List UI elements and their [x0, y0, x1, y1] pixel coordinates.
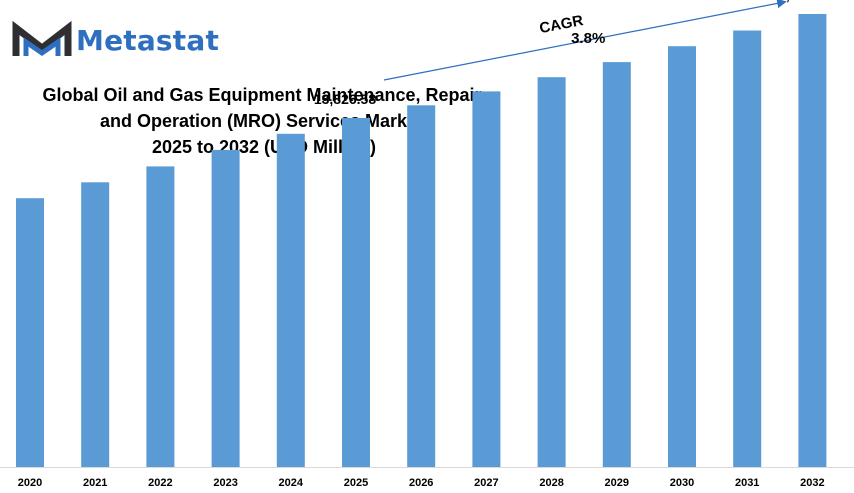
bar-2029 [602, 62, 631, 467]
brand-name: Metastat [76, 23, 220, 57]
bar-2023 [211, 149, 240, 467]
x-tick-label-2022: 2022 [148, 477, 172, 489]
chart-title: Global Oil and Gas Equipment Maintenance… [14, 82, 514, 160]
x-tick-label-2030: 2030 [670, 477, 694, 489]
x-tick-label-2028: 2028 [539, 477, 563, 489]
x-tick-label-2029: 2029 [605, 477, 629, 489]
x-tick-label-2023: 2023 [213, 477, 237, 489]
bar-2028 [537, 77, 566, 467]
x-tick-label-2031: 2031 [735, 477, 759, 489]
metastat-logo-icon [12, 20, 72, 57]
bar-2031 [733, 30, 762, 467]
bar-2027 [472, 91, 501, 468]
cagr-value: 3.8% [571, 30, 605, 47]
data-label-2032: 17,945.38 [770, 0, 832, 3]
x-tick-label-2021: 2021 [83, 477, 107, 489]
bar-2021 [81, 182, 110, 468]
bar-2025 [342, 118, 370, 467]
x-tick-label-2027: 2027 [474, 477, 498, 489]
bar-2024 [276, 133, 305, 468]
x-tick-label-2024: 2024 [279, 477, 304, 489]
x-tick-label-2020: 2020 [18, 477, 42, 489]
brand-logo: Metastat [12, 18, 219, 62]
bar-2026 [407, 105, 436, 468]
x-tick-label-2025: 2025 [344, 477, 368, 489]
data-label-2025: 13,826.58 [314, 91, 376, 107]
bar-2022 [146, 166, 175, 467]
x-tick-label-2032: 2032 [800, 477, 824, 489]
cagr-arrow [383, 0, 787, 81]
bar-2030 [668, 46, 696, 467]
chart-title-line-3: 2025 to 2032 (USD Million) [151, 137, 377, 157]
chart-title-line-1: Global Oil and Gas Equipment Maintenance… [42, 85, 486, 105]
bar-2032 [798, 14, 827, 467]
bar-2020 [16, 198, 44, 467]
x-tick-label-2026: 2026 [409, 477, 433, 489]
